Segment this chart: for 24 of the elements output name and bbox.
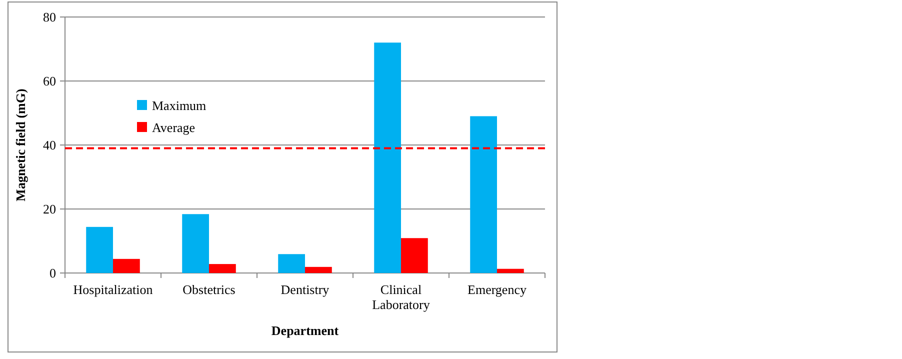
x-tick-label: Clinical Laboratory <box>372 282 430 312</box>
x-tick-label: Dentistry <box>280 282 330 297</box>
legend-label: Maximum <box>152 98 206 113</box>
y-tick-label: 20 <box>43 202 56 216</box>
y-tick-label: 40 <box>43 138 56 152</box>
x-tick-label: Obstetrics <box>182 282 236 297</box>
bar <box>497 268 524 273</box>
y-tick-label: 80 <box>43 10 56 24</box>
bar <box>470 116 497 273</box>
bar <box>374 42 401 273</box>
bar <box>305 266 332 273</box>
bar <box>113 258 140 273</box>
y-tick-label: 60 <box>43 74 56 88</box>
y-tick-label: 0 <box>50 266 56 280</box>
bar <box>86 226 113 273</box>
x-tick-label: Hospitalization <box>73 282 154 297</box>
x-axis-title: Department <box>271 323 340 338</box>
bar <box>278 254 305 273</box>
bar <box>401 238 428 273</box>
x-tick-label: Emergency <box>468 282 527 297</box>
bar <box>209 264 236 273</box>
y-axis-title: Magnetic field (mG) <box>13 88 28 202</box>
bar <box>182 214 209 273</box>
legend-label: Average <box>152 120 196 135</box>
